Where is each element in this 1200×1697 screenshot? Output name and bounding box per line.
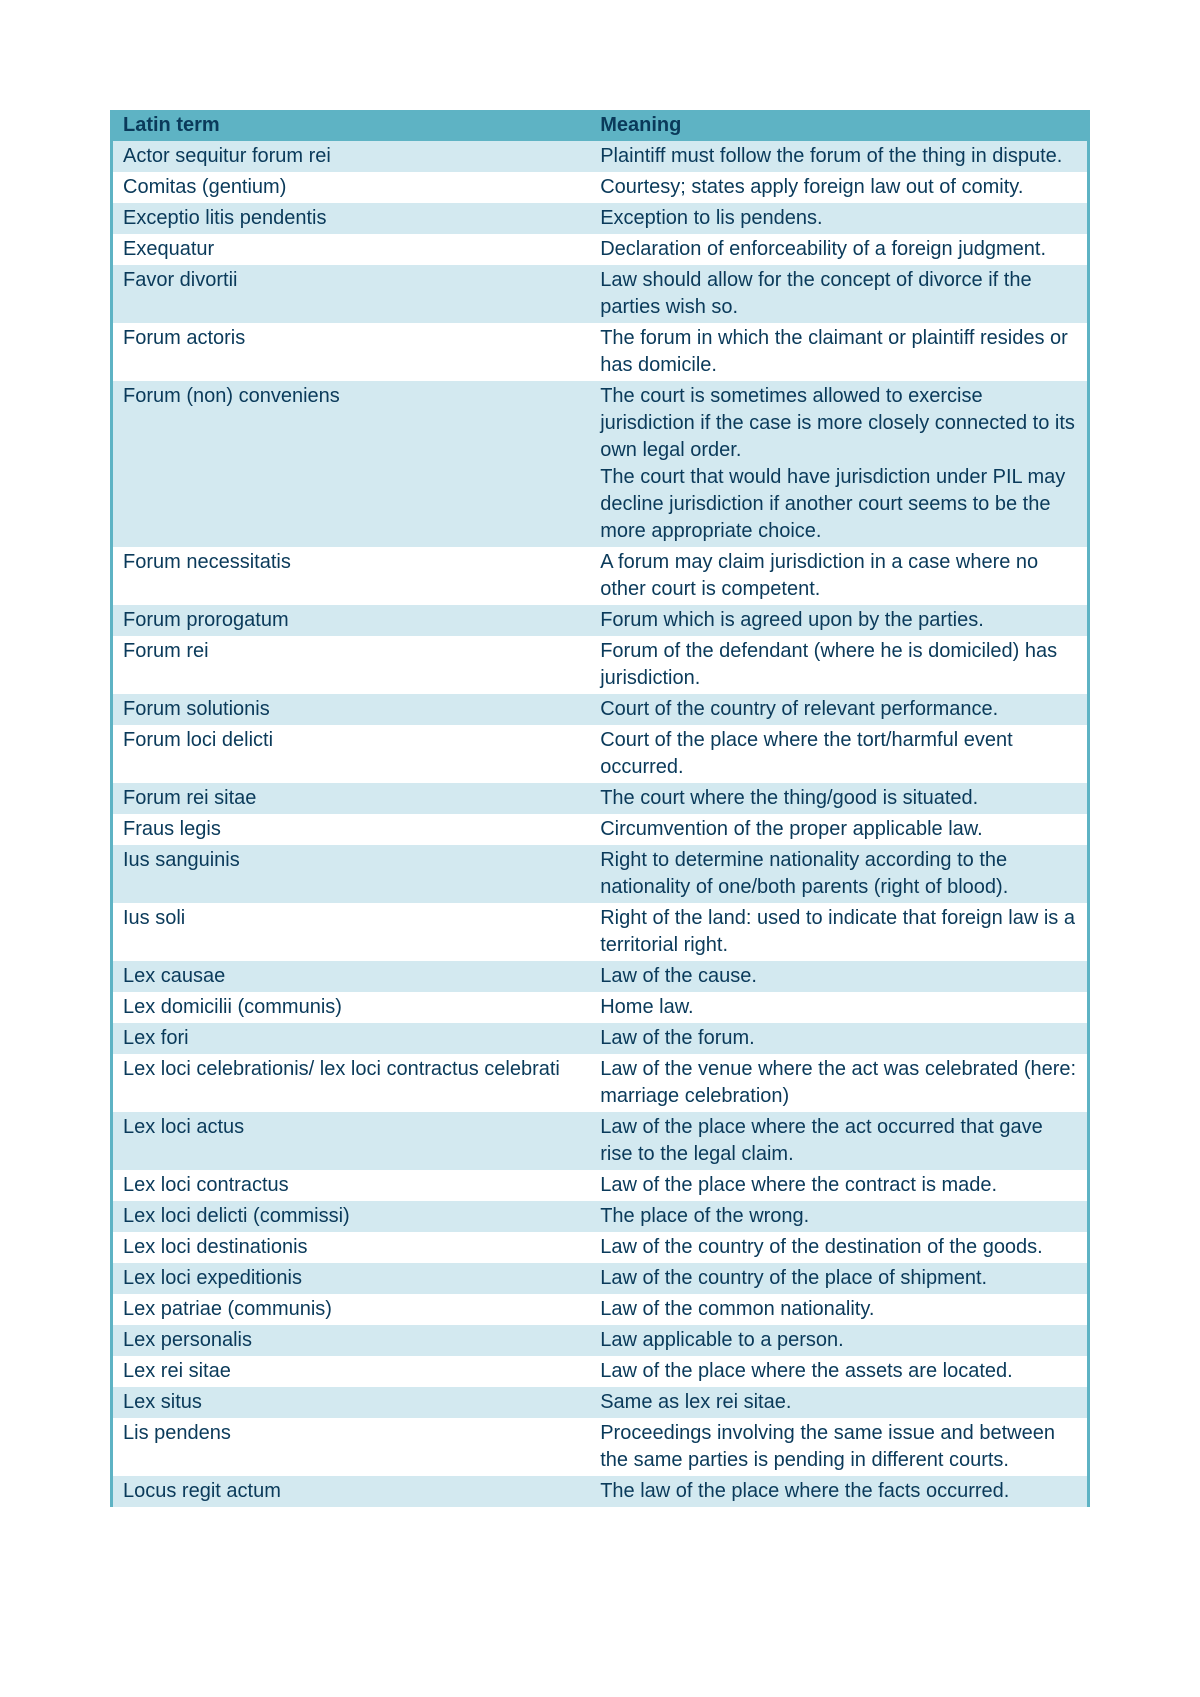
cell-term: Lex personalis [112,1325,591,1356]
cell-meaning: The forum in which the claimant or plain… [590,323,1088,381]
cell-meaning: Right of the land: used to indicate that… [590,903,1088,961]
cell-term: Lex loci actus [112,1112,591,1170]
cell-meaning: Forum which is agreed upon by the partie… [590,605,1088,636]
cell-term: Lex loci destinationis [112,1232,591,1263]
table-row: Lex rei sitaeLaw of the place where the … [112,1356,1089,1387]
cell-meaning: Proceedings involving the same issue and… [590,1418,1088,1476]
table-row: Lex patriae (communis)Law of the common … [112,1294,1089,1325]
table-row: Lex loci delicti (commissi)The place of … [112,1201,1089,1232]
table-row: Forum (non) conveniensThe court is somet… [112,381,1089,547]
cell-meaning: Right to determine nationality according… [590,845,1088,903]
cell-term: Exequatur [112,234,591,265]
cell-term: Forum solutionis [112,694,591,725]
cell-meaning: Courtesy; states apply foreign law out o… [590,172,1088,203]
table-row: Lex personalisLaw applicable to a person… [112,1325,1089,1356]
latin-terms-table: Latin term Meaning Actor sequitur forum … [110,110,1090,1507]
table-row: Exceptio litis pendentisException to lis… [112,203,1089,234]
cell-meaning: Exception to lis pendens. [590,203,1088,234]
table-row: Forum rei sitaeThe court where the thing… [112,783,1089,814]
cell-term: Forum loci delicti [112,725,591,783]
table-row: Ius sanguinisRight to determine national… [112,845,1089,903]
cell-term: Lex loci contractus [112,1170,591,1201]
cell-term: Ius soli [112,903,591,961]
cell-meaning: Law of the place where the act occurred … [590,1112,1088,1170]
cell-meaning: Law should allow for the concept of divo… [590,265,1088,323]
cell-meaning: The law of the place where the facts occ… [590,1476,1088,1507]
table-row: Forum necessitatisA forum may claim juri… [112,547,1089,605]
cell-meaning: Law of the country of the destination of… [590,1232,1088,1263]
table-row: Actor sequitur forum reiPlaintiff must f… [112,141,1089,172]
cell-term: Lex causae [112,961,591,992]
cell-term: Lex rei sitae [112,1356,591,1387]
cell-term: Forum necessitatis [112,547,591,605]
col-header-term: Latin term [112,110,591,141]
cell-term: Lex patriae (communis) [112,1294,591,1325]
table-row: Lex domicilii (communis)Home law. [112,992,1089,1023]
cell-meaning: Law applicable to a person. [590,1325,1088,1356]
cell-meaning: Law of the country of the place of shipm… [590,1263,1088,1294]
table-row: Forum prorogatumForum which is agreed up… [112,605,1089,636]
table-row: Favor divortiiLaw should allow for the c… [112,265,1089,323]
table-row: Forum solutionisCourt of the country of … [112,694,1089,725]
cell-term: Lex fori [112,1023,591,1054]
table-row: Lex loci celebrationis/ lex loci contrac… [112,1054,1089,1112]
cell-meaning: Circumvention of the proper applicable l… [590,814,1088,845]
cell-term: Exceptio litis pendentis [112,203,591,234]
cell-term: Lex situs [112,1387,591,1418]
cell-term: Fraus legis [112,814,591,845]
cell-term: Forum prorogatum [112,605,591,636]
table-row: Lex causaeLaw of the cause. [112,961,1089,992]
cell-meaning: Home law. [590,992,1088,1023]
cell-term: Lex loci expeditionis [112,1263,591,1294]
table-row: Locus regit actumThe law of the place wh… [112,1476,1089,1507]
cell-meaning: Plaintiff must follow the forum of the t… [590,141,1088,172]
table-row: Lex loci contractusLaw of the place wher… [112,1170,1089,1201]
table-row: Lis pendensProceedings involving the sam… [112,1418,1089,1476]
cell-meaning: Declaration of enforceability of a forei… [590,234,1088,265]
table-row: ExequaturDeclaration of enforceability o… [112,234,1089,265]
table-row: Forum loci delictiCourt of the place whe… [112,725,1089,783]
table-row: Forum actorisThe forum in which the clai… [112,323,1089,381]
cell-term: Favor divortii [112,265,591,323]
table-row: Lex loci expeditionisLaw of the country … [112,1263,1089,1294]
cell-term: Lex loci celebrationis/ lex loci contrac… [112,1054,591,1112]
table-row: Comitas (gentium)Courtesy; states apply … [112,172,1089,203]
cell-term: Ius sanguinis [112,845,591,903]
col-header-meaning: Meaning [590,110,1088,141]
cell-meaning: Court of the place where the tort/harmfu… [590,725,1088,783]
cell-meaning: Law of the forum. [590,1023,1088,1054]
table-row: Fraus legisCircumvention of the proper a… [112,814,1089,845]
cell-term: Comitas (gentium) [112,172,591,203]
table-row: Ius soliRight of the land: used to indic… [112,903,1089,961]
cell-term: Lis pendens [112,1418,591,1476]
table-row: Forum reiForum of the defendant (where h… [112,636,1089,694]
cell-meaning: The court where the thing/good is situat… [590,783,1088,814]
table-row: Lex foriLaw of the forum. [112,1023,1089,1054]
cell-meaning: Forum of the defendant (where he is domi… [590,636,1088,694]
cell-term: Lex loci delicti (commissi) [112,1201,591,1232]
cell-term: Locus regit actum [112,1476,591,1507]
cell-term: Forum (non) conveniens [112,381,591,547]
cell-meaning: The court is sometimes allowed to exerci… [590,381,1088,547]
cell-meaning: Law of the place where the assets are lo… [590,1356,1088,1387]
cell-meaning: Law of the venue where the act was celeb… [590,1054,1088,1112]
cell-meaning: Law of the common nationality. [590,1294,1088,1325]
table-row: Lex loci destinationisLaw of the country… [112,1232,1089,1263]
cell-term: Actor sequitur forum rei [112,141,591,172]
table-row: Lex loci actusLaw of the place where the… [112,1112,1089,1170]
table-header-row: Latin term Meaning [112,110,1089,141]
cell-term: Forum rei [112,636,591,694]
table-row: Lex situsSame as lex rei sitae. [112,1387,1089,1418]
cell-meaning: Law of the cause. [590,961,1088,992]
cell-meaning: Court of the country of relevant perform… [590,694,1088,725]
cell-meaning: A forum may claim jurisdiction in a case… [590,547,1088,605]
cell-term: Forum rei sitae [112,783,591,814]
cell-meaning: Same as lex rei sitae. [590,1387,1088,1418]
cell-meaning: The place of the wrong. [590,1201,1088,1232]
cell-term: Lex domicilii (communis) [112,992,591,1023]
cell-term: Forum actoris [112,323,591,381]
cell-meaning: Law of the place where the contract is m… [590,1170,1088,1201]
